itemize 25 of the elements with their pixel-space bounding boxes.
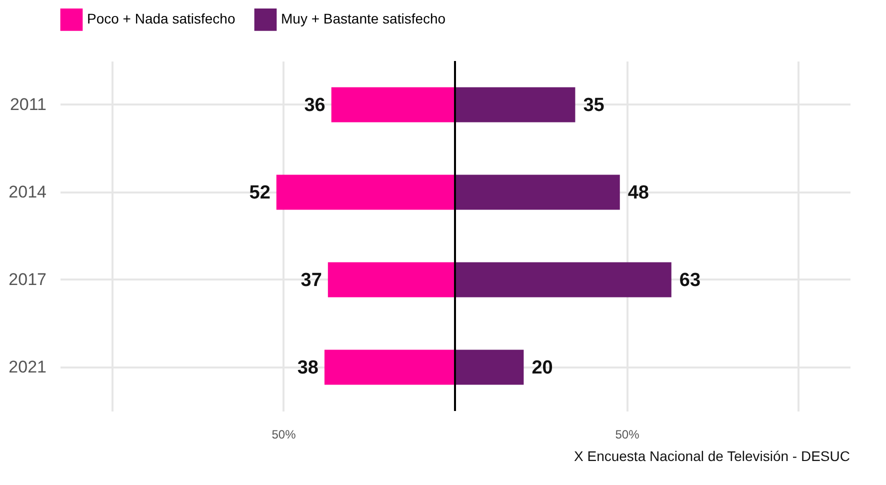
bar [328,262,455,298]
bar [455,87,576,122]
data-label: 35 [583,94,605,116]
text: X Encuesta Nacional de Televisión - DESUC [574,448,850,464]
bar [276,174,455,210]
data-label: 63 [679,270,701,291]
x-tick-label: 50% [272,428,296,442]
data-label: 48 [628,182,650,204]
y-tick-label: 2011 [10,94,46,114]
bar [455,174,620,210]
bar [455,262,672,298]
data-label: 36 [304,94,326,116]
data-label: 20 [532,357,553,378]
bar [331,87,455,122]
bar [455,350,524,385]
data-label: 52 [249,182,270,204]
legend-label: Muy + Bastante satisfecho [281,10,446,27]
y-tick-label: 2014 [8,182,46,202]
bar [324,350,455,385]
data-label: 38 [297,357,318,378]
x-tick-label: 50% [615,428,640,442]
data-label: 37 [300,270,322,291]
y-tick-label: 2017 [8,270,46,289]
y-tick-label: 2021 [8,357,46,376]
legend-label: Poco + Nada satisfecho [87,10,236,27]
